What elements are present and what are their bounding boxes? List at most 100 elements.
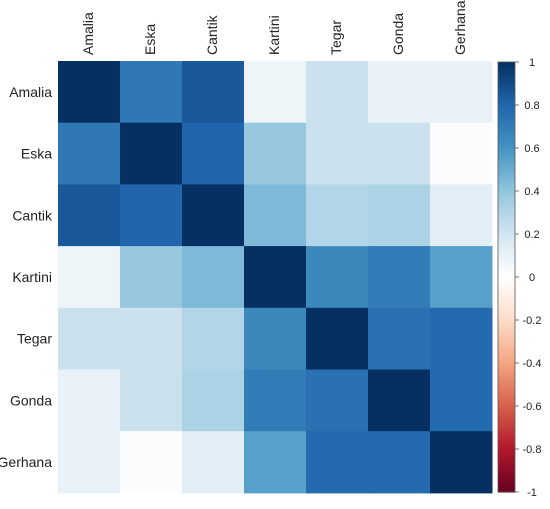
colorbar-segment [498, 360, 515, 364]
colorbar-segment [498, 132, 515, 136]
row-label: Eska [21, 146, 52, 162]
colorbar-segment [498, 180, 515, 183]
colorbar-segment [498, 64, 515, 67]
heatmap-cell [430, 369, 493, 432]
colorbar-segment [498, 425, 515, 429]
colorbar-segment [498, 476, 515, 480]
colorbar-segment [498, 326, 515, 330]
heatmap-cells [58, 61, 493, 494]
color-legend: 1 0.8 0.6 0.4 0.2 0 -0.2 -0.4 -0.6 -0.8 -1 [497, 57, 542, 499]
colorbar-segment [498, 96, 515, 100]
heatmap-cell [430, 61, 493, 124]
heatmap-cell [244, 431, 307, 494]
heatmap-cell [120, 369, 183, 432]
colorbar-segment [498, 461, 515, 465]
colorbar-segment [498, 62, 515, 65]
colorbar-segment [498, 298, 515, 302]
heatmap-cell [368, 61, 431, 124]
heatmap-cell [306, 61, 369, 124]
colorbar-segment [498, 184, 515, 188]
colorbar-segment [498, 253, 515, 257]
column-label: Tegar [328, 20, 344, 55]
heatmap-cell [58, 184, 121, 247]
colorbar-segment [498, 175, 515, 179]
colorbar-segment [498, 459, 515, 463]
colorbar-segment [498, 255, 515, 259]
colorbar-segment [498, 113, 515, 117]
colorbar-segment [498, 363, 515, 366]
column-label: Eska [142, 24, 158, 55]
colorbar-segment [498, 238, 515, 242]
colorbar-segment [498, 285, 515, 289]
colorbar-segment [498, 433, 515, 437]
colorbar-segment [498, 330, 515, 334]
colorbar-segment [498, 468, 515, 472]
colorbar-segment [498, 457, 515, 461]
row-labels: Amalia Eska Cantik Kartini Tegar Gonda Gerhana [0, 84, 53, 470]
heatmap-cell [120, 122, 183, 185]
colorbar-segment [498, 466, 515, 469]
colorbar-segment [498, 188, 515, 192]
colorbar-segment [498, 105, 515, 108]
colorbar-tick-label: -0.4 [523, 358, 542, 370]
colorbar-segment [498, 242, 515, 246]
colorbar-segment [498, 270, 515, 274]
colorbar-segment [498, 451, 515, 454]
colorbar-segment [498, 337, 515, 340]
colorbar-segment [498, 234, 515, 237]
heatmap-cell [306, 246, 369, 309]
colorbar-segment [498, 356, 515, 360]
colorbar-segment [498, 240, 515, 244]
colorbar-segment [498, 197, 515, 201]
column-label: Cantik [204, 14, 220, 55]
heatmap-cell [58, 431, 121, 494]
colorbar-segment [498, 375, 515, 379]
colorbar-segment [498, 143, 515, 147]
colorbar-segment [498, 444, 515, 448]
colorbar-segment [498, 223, 515, 226]
colorbar-segment [498, 474, 515, 478]
colorbar-segment [498, 352, 515, 355]
colorbar-segment [498, 412, 515, 416]
heatmap-cell [182, 307, 245, 370]
colorbar-segment [498, 470, 515, 474]
heatmap-cell [368, 307, 431, 370]
colorbar-segment [498, 115, 515, 119]
colorbar-segment [498, 332, 515, 336]
colorbar-tick-label: -0.6 [523, 401, 542, 413]
heatmap-cell [120, 246, 183, 309]
colorbar-segment [498, 455, 515, 459]
heatmap-cell [244, 184, 307, 247]
heatmap-cell [430, 307, 493, 370]
heatmap-cell [182, 246, 245, 309]
colorbar-segment [498, 74, 515, 78]
colorbar-segment [498, 246, 515, 250]
colorbar-segment [498, 279, 515, 282]
colorbar-segment [498, 378, 515, 381]
colorbar-segment [498, 231, 515, 235]
heatmap-cell [58, 122, 121, 185]
colorbar-segment [498, 416, 515, 420]
colorbar-segment [498, 281, 515, 285]
colorbar-segment [498, 395, 515, 398]
colorbar-segment [498, 203, 515, 207]
colorbar-segment [498, 300, 515, 304]
colorbar-segment [498, 317, 515, 321]
colorbar-segment [498, 208, 515, 211]
colorbar-segment [498, 367, 515, 371]
colorbar-tick-label: -0.8 [523, 444, 542, 456]
colorbar-segment [498, 122, 515, 125]
colorbar-segment [498, 369, 515, 373]
colorbar-tick-label: 1 [529, 57, 535, 69]
colorbar-segment [498, 148, 515, 151]
colorbar-segment [498, 261, 515, 265]
colorbar-segment [498, 365, 515, 368]
colorbar-segment [498, 410, 515, 414]
colorbar-segment [498, 429, 515, 433]
colorbar-segment [498, 139, 515, 143]
heatmap-cell [244, 61, 307, 124]
column-label: Gerhana [452, 0, 468, 55]
heatmap-cell [120, 184, 183, 247]
colorbar-segment [498, 87, 515, 91]
